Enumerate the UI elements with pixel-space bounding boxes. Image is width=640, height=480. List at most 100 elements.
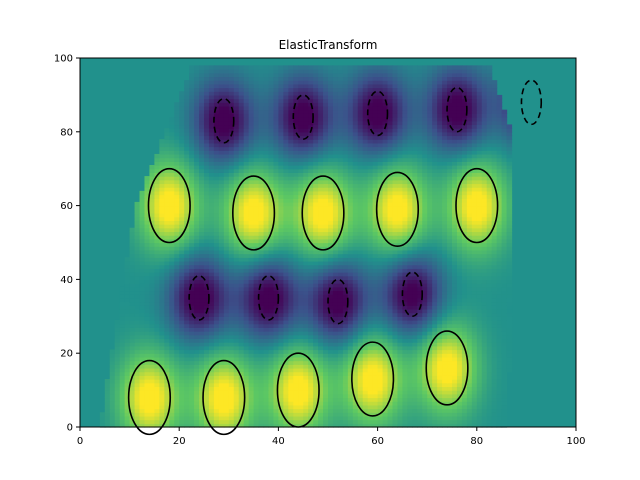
heatmap-cell <box>372 253 379 258</box>
heatmap-cell <box>362 382 369 388</box>
heatmap-cell <box>218 338 225 343</box>
heatmap-cell <box>437 415 443 421</box>
heatmap-cell <box>362 371 369 376</box>
heatmap-cell <box>476 316 483 321</box>
heatmap-cell <box>461 275 468 280</box>
heatmap-cell <box>347 260 354 266</box>
heatmap-cell <box>248 345 255 351</box>
heatmap-cell <box>139 286 146 292</box>
heatmap-cell <box>114 397 121 402</box>
heatmap-cell <box>174 260 180 266</box>
heatmap-cell <box>104 382 111 388</box>
heatmap-cell <box>233 349 240 354</box>
heatmap-cell <box>124 308 131 314</box>
heatmap-cell <box>164 319 170 325</box>
heatmap-cell <box>213 393 220 399</box>
heatmap-cell <box>367 342 374 347</box>
heatmap-cell <box>189 360 195 365</box>
heatmap-cell <box>422 212 428 218</box>
heatmap-cell <box>382 393 389 399</box>
heatmap-cell <box>278 194 284 199</box>
heatmap-cell <box>397 220 403 225</box>
heatmap-cell <box>204 367 210 373</box>
heatmap-cell <box>124 397 131 402</box>
heatmap-cell <box>496 353 503 358</box>
heatmap-cell <box>184 231 190 236</box>
heatmap-cell <box>476 275 483 280</box>
heatmap-cell <box>124 349 131 354</box>
heatmap-cell <box>169 375 175 380</box>
heatmap-cell <box>293 412 299 417</box>
heatmap-cell <box>377 364 384 369</box>
heatmap-cell <box>298 297 304 303</box>
heatmap-cell <box>189 345 195 351</box>
heatmap-cell <box>486 375 493 380</box>
heatmap-cell <box>422 246 428 251</box>
heatmap-cell <box>452 349 458 354</box>
heatmap-cell <box>377 249 384 255</box>
heatmap-cell <box>481 297 488 303</box>
heatmap-cell <box>159 331 165 336</box>
heatmap-cell <box>377 308 384 314</box>
heatmap-cell <box>357 367 364 373</box>
heatmap-cell <box>417 286 423 292</box>
heatmap-cell <box>471 334 478 340</box>
heatmap-cell <box>288 404 294 410</box>
heatmap-cell <box>481 209 488 214</box>
heatmap-cell <box>352 224 359 229</box>
heatmap-cell <box>362 323 369 328</box>
heatmap-cell <box>328 375 334 380</box>
heatmap-cell <box>293 316 299 321</box>
heatmap-cell <box>427 249 433 255</box>
heatmap-cell <box>382 331 389 336</box>
heatmap-cell <box>328 367 334 373</box>
heatmap-cell <box>233 419 240 424</box>
heatmap-cell <box>273 386 279 391</box>
heatmap-cell <box>437 283 443 288</box>
heatmap-cell <box>332 283 339 288</box>
heatmap-cell <box>129 312 136 317</box>
heatmap-cell <box>318 290 324 295</box>
heatmap-cell <box>313 235 319 240</box>
heatmap-cell <box>486 209 493 214</box>
heatmap-cell <box>154 272 160 277</box>
heatmap-cell <box>407 209 413 214</box>
heatmap-cell <box>124 283 131 288</box>
heatmap-cell <box>397 356 403 362</box>
heatmap-cell <box>278 342 284 347</box>
heatmap-cell <box>442 238 448 244</box>
heatmap-cell <box>273 349 279 354</box>
heatmap-cell <box>332 275 339 280</box>
heatmap-cell <box>189 212 195 218</box>
heatmap-cell <box>218 423 225 428</box>
heatmap-cell <box>134 397 141 402</box>
heatmap-cell <box>481 323 488 328</box>
heatmap-cell <box>174 283 180 288</box>
heatmap-cell <box>223 297 230 303</box>
heatmap-cell <box>476 305 483 310</box>
heatmap-cell <box>332 371 339 376</box>
heatmap-cell <box>318 415 324 421</box>
heatmap-cell <box>223 198 230 203</box>
heatmap-cell <box>144 364 151 369</box>
heatmap-cell <box>442 235 448 240</box>
heatmap-cell <box>189 246 195 251</box>
heatmap-cell <box>367 297 374 303</box>
heatmap-cell <box>501 415 508 421</box>
heatmap-cell <box>228 353 235 358</box>
heatmap-cell <box>134 297 141 303</box>
heatmap-cell <box>476 279 483 284</box>
heatmap-cell <box>228 290 235 295</box>
heatmap-cell <box>134 212 141 218</box>
heatmap-cell <box>233 198 240 203</box>
heatmap-cell <box>328 279 334 284</box>
heatmap-cell <box>501 275 508 280</box>
heatmap-cell <box>397 205 403 210</box>
heatmap-cell <box>169 249 175 255</box>
heatmap-cell <box>452 356 458 362</box>
heatmap-cell <box>258 345 265 351</box>
heatmap-cell <box>407 264 413 269</box>
heatmap-cell <box>288 201 294 207</box>
heatmap-cell <box>189 268 195 273</box>
heatmap-cell <box>154 386 160 391</box>
